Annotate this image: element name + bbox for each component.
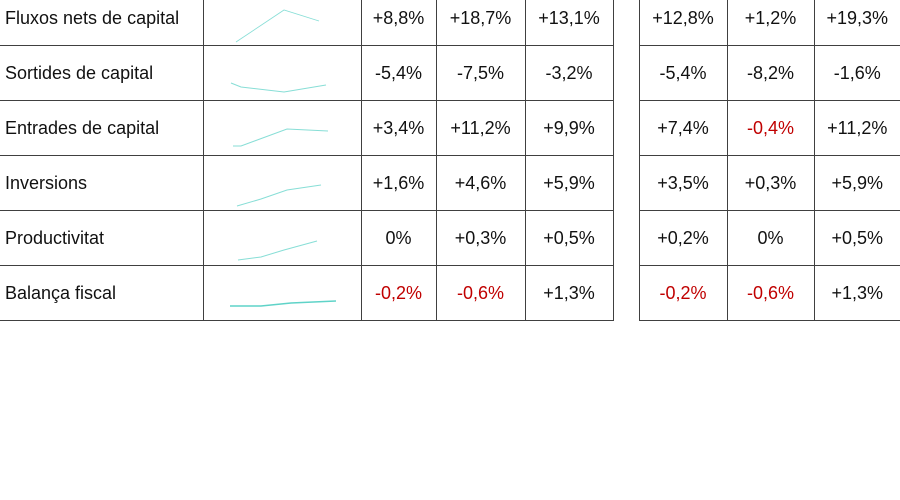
column-gap <box>612 265 640 321</box>
value-cell: +13,1% <box>524 0 614 46</box>
value-cell: -0,6% <box>435 265 526 321</box>
sparkline-line <box>232 128 328 147</box>
sparkline <box>235 9 319 43</box>
value-cell: 0% <box>726 210 815 266</box>
sparkline <box>230 82 326 93</box>
value-cell: +1,3% <box>813 265 900 321</box>
table-row: Sortides de capital -5,4% -7,5% -3,2% -5,4% -… <box>0 45 900 101</box>
sparkline <box>232 128 328 147</box>
value-cell: -0,2% <box>638 265 728 321</box>
table-row: Inversions +1,6% +4,6% +5,9% +3,5% +0,3% +5,9% <box>0 155 900 211</box>
value-cell: +3,5% <box>638 155 728 211</box>
value-cell: +8,8% <box>360 0 437 46</box>
sparkline-line <box>235 9 319 43</box>
indicator-table: Fluxos nets de capital +8,8% +18,7% +13,1% +… <box>0 0 900 321</box>
sparkline-cell <box>202 100 362 156</box>
row-label: Balança fiscal <box>0 265 204 321</box>
sparkline-cell <box>202 0 362 46</box>
value-cell: +12,8% <box>638 0 728 46</box>
column-gap <box>612 45 640 101</box>
value-cell: -0,2% <box>360 265 437 321</box>
value-cell: +0,2% <box>638 210 728 266</box>
value-cell: -5,4% <box>360 45 437 101</box>
table-row: Entrades de capital +3,4% +11,2% +9,9% +7,4%… <box>0 100 900 156</box>
value-cell: +11,2% <box>435 100 526 156</box>
sparkline-line <box>229 300 336 307</box>
column-gap <box>612 210 640 266</box>
value-cell: -8,2% <box>726 45 815 101</box>
column-gap <box>612 100 640 156</box>
table-row: Fluxos nets de capital +8,8% +18,7% +13,1% +… <box>0 0 900 46</box>
column-gap <box>612 0 640 46</box>
row-label: Sortides de capital <box>0 45 204 101</box>
sparkline-cell <box>202 265 362 321</box>
value-cell: +18,7% <box>435 0 526 46</box>
value-cell: +1,3% <box>524 265 614 321</box>
value-cell: +0,5% <box>524 210 614 266</box>
value-cell: +1,2% <box>726 0 815 46</box>
sparkline <box>237 240 317 261</box>
value-cell: +19,3% <box>813 0 900 46</box>
value-cell: +0,3% <box>435 210 526 266</box>
value-cell: -3,2% <box>524 45 614 101</box>
sparkline-cell <box>202 45 362 101</box>
value-cell: 0% <box>360 210 437 266</box>
sparkline-line <box>236 184 321 207</box>
value-cell: +0,5% <box>813 210 900 266</box>
row-label: Fluxos nets de capital <box>0 0 204 46</box>
value-cell: -0,4% <box>726 100 815 156</box>
table-row: Productivitat 0% +0,3% +0,5% +0,2% 0% +0,5% <box>0 210 900 266</box>
sparkline-cell <box>202 155 362 211</box>
value-cell: +9,9% <box>524 100 614 156</box>
sparkline-cell <box>202 210 362 266</box>
row-label: Entrades de capital <box>0 100 204 156</box>
value-cell: +7,4% <box>638 100 728 156</box>
value-cell: +4,6% <box>435 155 526 211</box>
value-cell: +1,6% <box>360 155 437 211</box>
value-cell: -7,5% <box>435 45 526 101</box>
value-cell: -1,6% <box>813 45 900 101</box>
sparkline <box>236 184 321 207</box>
value-cell: +5,9% <box>524 155 614 211</box>
value-cell: -5,4% <box>638 45 728 101</box>
value-cell: +5,9% <box>813 155 900 211</box>
column-gap <box>612 155 640 211</box>
row-label: Productivitat <box>0 210 204 266</box>
value-cell: +3,4% <box>360 100 437 156</box>
row-label: Inversions <box>0 155 204 211</box>
value-cell: +0,3% <box>726 155 815 211</box>
value-cell: -0,6% <box>726 265 815 321</box>
table-row: Balança fiscal -0,2% -0,6% +1,3% -0,2% -0,6% +… <box>0 265 900 321</box>
sparkline-line <box>237 240 317 261</box>
value-cell: +11,2% <box>813 100 900 156</box>
sparkline-line <box>230 82 326 93</box>
sparkline <box>229 300 336 307</box>
